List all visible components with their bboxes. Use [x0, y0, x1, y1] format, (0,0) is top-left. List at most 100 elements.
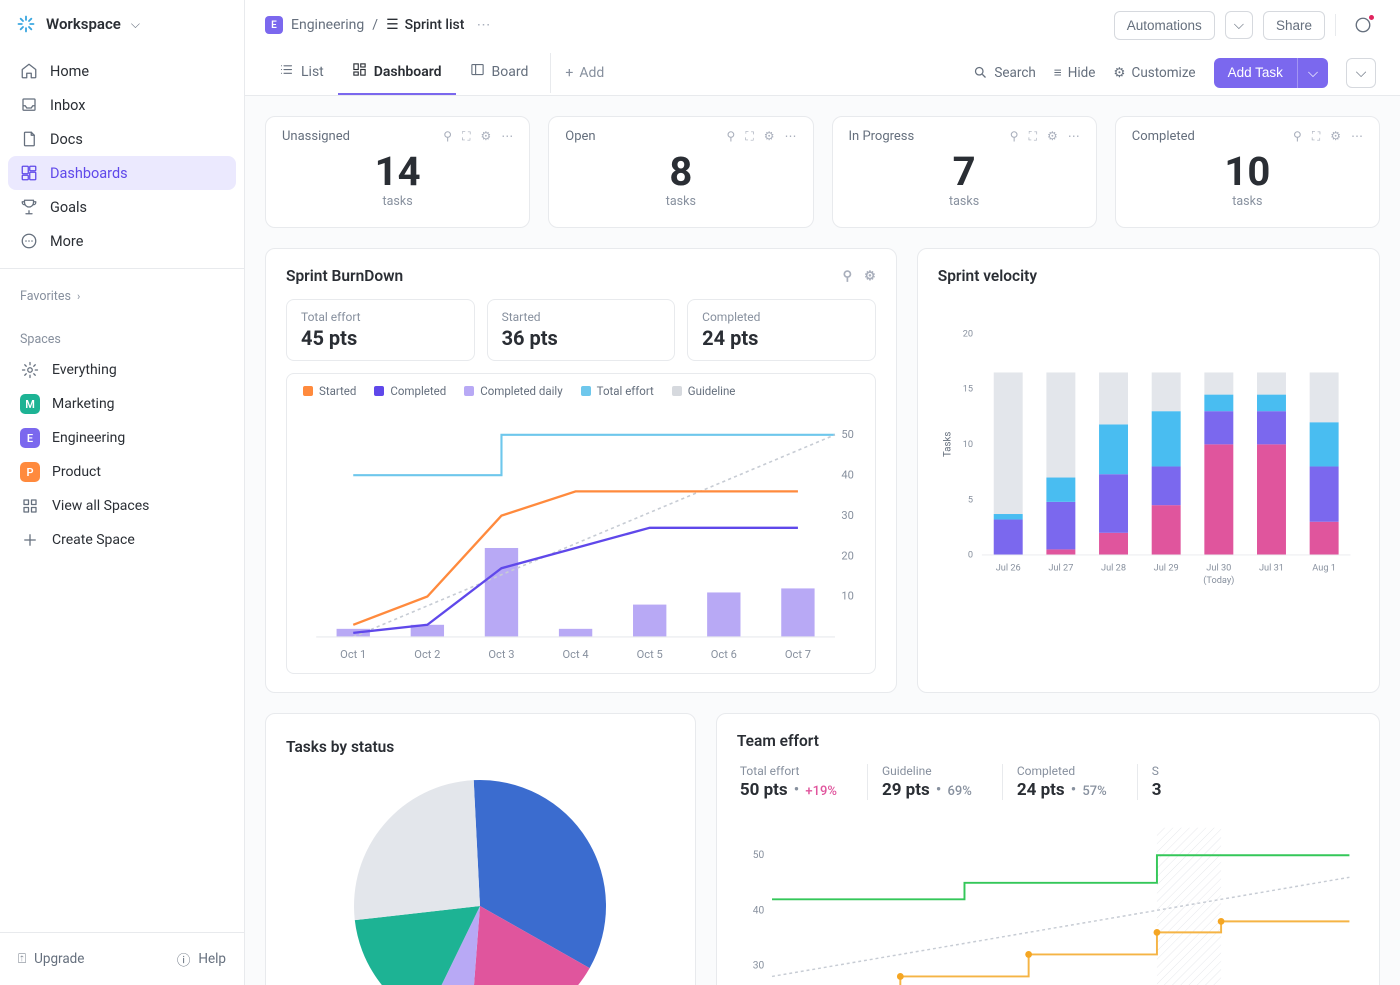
plus-icon: +	[565, 65, 573, 81]
nav-label: Inbox	[50, 97, 85, 114]
kpi-card-unassigned: Unassigned⚲⛶⚙⋯14tasks	[265, 116, 530, 228]
help-button[interactable]: ⓘ Help	[167, 943, 236, 975]
kpi-sub: tasks	[565, 194, 796, 209]
viewbar-more-button[interactable]: ⌵	[1346, 58, 1376, 88]
sidebar-nav-docs[interactable]: Docs	[8, 122, 236, 156]
share-button[interactable]: Share	[1263, 11, 1325, 40]
gear-icon[interactable]: ⚙	[764, 129, 775, 144]
breadcrumb-current[interactable]: ☰ Sprint list	[386, 17, 464, 33]
more-icon[interactable]: ⋯	[785, 129, 797, 144]
nav-label: Dashboards	[50, 165, 128, 182]
sidebar-nav-goals[interactable]: Goals	[8, 190, 236, 224]
svg-text:30: 30	[841, 509, 854, 522]
sidebar-nav-inbox[interactable]: Inbox	[8, 88, 236, 122]
notifications-button[interactable]	[1346, 10, 1380, 40]
expand-icon[interactable]: ⛶	[745, 129, 753, 144]
customize-button[interactable]: ⚙ Customize	[1113, 65, 1195, 81]
svg-text:Tasks: Tasks	[942, 432, 953, 457]
dashboard-icon	[352, 62, 367, 81]
gear-icon[interactable]: ⚙	[480, 129, 491, 144]
add-task-button[interactable]: Add Task	[1214, 58, 1297, 88]
sidebar-nav-more[interactable]: More	[8, 224, 236, 258]
more-icon[interactable]: ⋯	[501, 129, 513, 144]
kpi-title: Completed	[1132, 129, 1195, 144]
svg-text:Jul 30: Jul 30	[1206, 563, 1231, 574]
space-item-create-space[interactable]: Create Space	[8, 523, 236, 557]
main-content: E Engineering / ☰ Sprint list ⋯ Automati…	[245, 0, 1400, 985]
gear-icon[interactable]: ⚙	[864, 269, 876, 284]
sidebar-nav-dashboards[interactable]: Dashboards	[8, 156, 236, 190]
search-button[interactable]: Search	[973, 65, 1035, 81]
team-effort-stat: Guideline29 pts • 69%	[867, 764, 972, 800]
more-icon[interactable]: ⋯	[1068, 129, 1080, 144]
space-badge-icon: E	[20, 428, 40, 448]
spaces-heading: Spaces	[8, 322, 236, 353]
velocity-chart: Tasks05101520Jul 26Jul 27Jul 28Jul 29Jul…	[938, 325, 1359, 597]
kpi-sub: tasks	[849, 194, 1080, 209]
kpi-value: 8	[565, 152, 796, 192]
breadcrumb-more-icon[interactable]: ⋯	[476, 17, 490, 33]
automations-dropdown[interactable]: ⌵	[1225, 11, 1253, 39]
view-tab-list[interactable]: List	[265, 50, 338, 95]
upgrade-button[interactable]: ⍐ Upgrade	[8, 943, 94, 975]
kpi-card-open: Open⚲⛶⚙⋯8tasks	[548, 116, 813, 228]
space-item-everything[interactable]: Everything	[8, 353, 236, 387]
svg-text:50: 50	[841, 428, 854, 441]
tasks-status-title: Tasks by status	[286, 738, 394, 756]
expand-icon[interactable]: ⛶	[1029, 129, 1037, 144]
add-task-dropdown[interactable]: ⌵	[1297, 58, 1328, 88]
expand-icon[interactable]: ⛶	[1312, 129, 1320, 144]
sliders-icon: ≡	[1054, 65, 1062, 81]
workspace-switcher[interactable]: Workspace ⌵	[0, 0, 244, 48]
sidebar-nav: Home Inbox Docs Dashboards Goals More	[0, 48, 244, 264]
svg-text:Oct 6: Oct 6	[711, 648, 737, 661]
nav-label: Home	[50, 63, 89, 80]
view-tab-board[interactable]: Board	[456, 50, 543, 95]
breadcrumb-space[interactable]: Engineering	[291, 17, 364, 33]
gear-icon[interactable]: ⚙	[1330, 129, 1341, 144]
space-badge-icon: P	[20, 462, 40, 482]
burndown-title: Sprint BurnDown	[286, 267, 403, 285]
tasks-by-status-card: Tasks by status	[265, 713, 696, 985]
hide-button[interactable]: ≡ Hide	[1054, 65, 1096, 81]
favorites-heading[interactable]: Favorites ›	[8, 279, 236, 310]
sidebar-nav-home[interactable]: Home	[8, 54, 236, 88]
space-item-marketing[interactable]: MMarketing	[8, 387, 236, 421]
filter-icon[interactable]: ⚲	[443, 129, 452, 144]
gear-icon[interactable]: ⚙	[1047, 129, 1058, 144]
velocity-title: Sprint velocity	[938, 267, 1037, 285]
kpi-card-in-progress: In Progress⚲⛶⚙⋯7tasks	[832, 116, 1097, 228]
chevron-down-icon: ⌵	[131, 17, 140, 32]
team-effort-card: Team effort Total effort50 pts • +19%Gui…	[716, 713, 1380, 985]
board-icon	[470, 62, 485, 81]
view-tab-dashboard[interactable]: Dashboard	[338, 50, 456, 95]
space-item-view-all-spaces[interactable]: View all Spaces	[8, 489, 236, 523]
tasks-status-pie-chart	[340, 766, 620, 985]
svg-text:Aug 1: Aug 1	[1312, 563, 1336, 574]
kpi-value: 10	[1132, 152, 1363, 192]
filter-icon[interactable]: ⚲	[843, 269, 853, 284]
filter-icon[interactable]: ⚲	[727, 129, 736, 144]
svg-text:Oct 5: Oct 5	[637, 648, 663, 661]
automations-button[interactable]: Automations	[1114, 11, 1215, 40]
sidebar: Workspace ⌵ Home Inbox Docs Dashboards Goals…	[0, 0, 245, 985]
nav-label: Goals	[50, 199, 87, 216]
team-effort-title: Team effort	[737, 732, 819, 750]
filter-icon[interactable]: ⚲	[1010, 129, 1019, 144]
space-item-engineering[interactable]: EEngineering	[8, 421, 236, 455]
more-icon[interactable]: ⋯	[1351, 129, 1363, 144]
expand-icon[interactable]: ⛶	[462, 129, 470, 144]
plus-icon	[20, 530, 40, 550]
space-badge-icon: M	[20, 394, 40, 414]
legend-item: Started	[303, 384, 356, 398]
burndown-card: Sprint BurnDown ⚲ ⚙ Total effort45 pts St…	[265, 248, 897, 693]
legend-item: Total effort	[581, 384, 654, 398]
add-view-button[interactable]: + Add	[550, 53, 618, 93]
legend-item: Completed daily	[464, 384, 562, 398]
filter-icon[interactable]: ⚲	[1293, 129, 1302, 144]
svg-text:50: 50	[753, 850, 765, 861]
chevron-right-icon: ›	[77, 290, 80, 303]
space-item-product[interactable]: PProduct	[8, 455, 236, 489]
team-effort-stat: Completed24 pts • 57%	[1002, 764, 1107, 800]
burndown-stat: Total effort45 pts	[286, 299, 475, 361]
